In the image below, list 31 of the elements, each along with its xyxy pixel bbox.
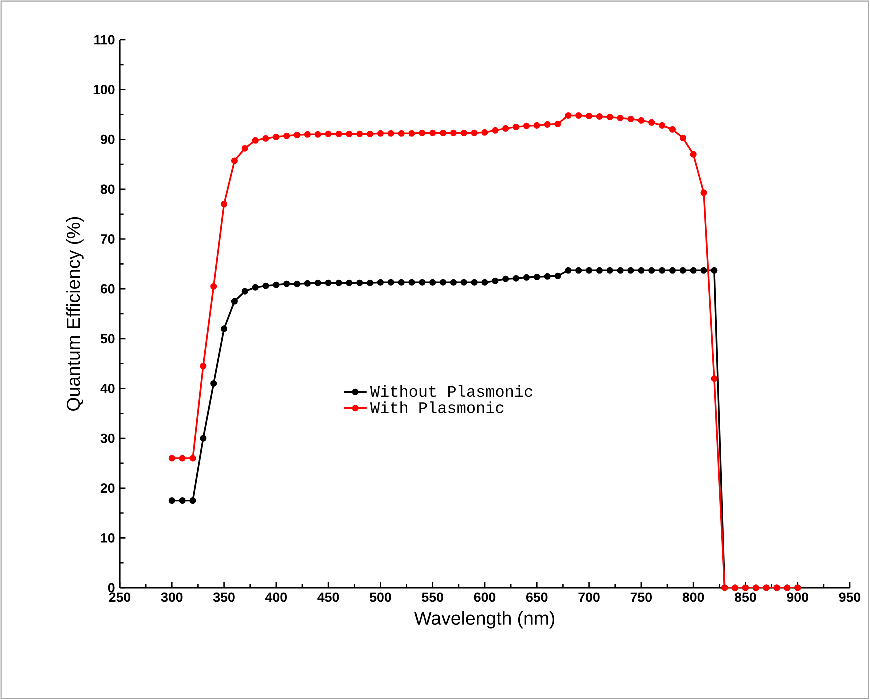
legend-label: Without Plasmonic [370,385,532,398]
y-tick-label: 110 [94,35,115,45]
x-tick-label: 350 [213,592,235,602]
y-tick-label: 60 [100,284,115,294]
x-tick-label: 800 [682,592,704,602]
y-tick-label: 70 [101,234,115,244]
y-tick-label: 90 [100,134,115,144]
y-tick-label: 10 [101,533,115,543]
legend-label: With Plasmonic [370,402,504,414]
x-tick-label: 700 [578,592,600,602]
x-tick-label: 850 [735,592,756,602]
x-tick-label: 300 [161,592,183,602]
x-tick-label: 550 [422,592,444,602]
x-tick-label: 600 [474,592,496,602]
y-tick-label: 100 [94,85,115,95]
x-axis-title: Wavelength (nm) [414,611,555,629]
x-tick-label: 650 [526,592,548,602]
x-tick-label: 500 [370,592,392,602]
y-tick-label: 30 [100,434,115,444]
y-tick-label: 40 [100,384,115,394]
y-tick-label: 0 [108,583,115,593]
y-tick-label: 80 [100,184,115,194]
x-tick-label: 950 [839,592,861,602]
y-axis-title: Quantum Efficiency (%) [66,217,84,411]
x-tick-label: 400 [266,592,288,602]
y-tick-label: 20 [100,484,115,494]
y-tick-label: 50 [100,334,115,344]
x-tick-label: 450 [318,592,340,602]
x-tick-label: 250 [109,592,131,602]
x-tick-label: 900 [787,592,808,602]
x-tick-label: 750 [630,592,652,602]
